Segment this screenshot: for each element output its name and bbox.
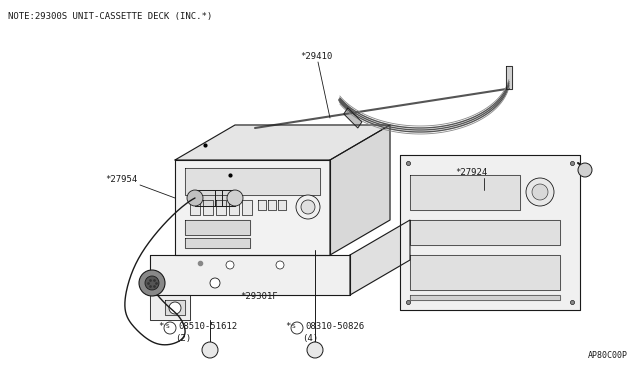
Polygon shape (278, 200, 286, 210)
Text: *29410: *29410 (300, 52, 332, 61)
Circle shape (296, 195, 320, 219)
Polygon shape (268, 200, 276, 210)
Circle shape (227, 190, 243, 206)
Polygon shape (150, 255, 350, 295)
Circle shape (169, 302, 181, 314)
Polygon shape (229, 200, 239, 215)
Polygon shape (330, 125, 390, 255)
Polygon shape (410, 295, 560, 300)
Polygon shape (400, 155, 580, 310)
Polygon shape (150, 295, 190, 320)
Polygon shape (190, 200, 200, 215)
Polygon shape (242, 200, 252, 215)
Circle shape (276, 261, 284, 269)
Polygon shape (165, 300, 185, 315)
Circle shape (187, 190, 203, 206)
Polygon shape (410, 175, 520, 210)
Polygon shape (203, 200, 213, 215)
Text: *29301F: *29301F (240, 292, 278, 301)
Circle shape (307, 342, 323, 358)
Text: 08510-51612: 08510-51612 (178, 322, 237, 331)
Circle shape (210, 278, 220, 288)
Polygon shape (185, 238, 250, 248)
Text: NOTE:29300S UNIT-CASSETTE DECK (INC.*): NOTE:29300S UNIT-CASSETTE DECK (INC.*) (8, 12, 212, 21)
Circle shape (526, 178, 554, 206)
Polygon shape (506, 65, 512, 89)
Text: *27924: *27924 (455, 168, 487, 177)
Text: S: S (292, 324, 296, 329)
Circle shape (202, 342, 218, 358)
Polygon shape (185, 220, 250, 235)
Polygon shape (410, 255, 560, 290)
Text: AP80C00P: AP80C00P (588, 351, 628, 360)
Circle shape (164, 322, 176, 334)
Text: *27954: *27954 (105, 175, 137, 184)
Polygon shape (344, 108, 362, 128)
Circle shape (301, 200, 315, 214)
Circle shape (139, 270, 165, 296)
Text: (2): (2) (175, 334, 191, 343)
Text: S: S (165, 324, 169, 329)
Polygon shape (195, 190, 235, 206)
Polygon shape (185, 168, 320, 195)
Circle shape (226, 261, 234, 269)
Text: *: * (285, 322, 291, 331)
Polygon shape (175, 160, 330, 255)
Text: 08310-50826: 08310-50826 (305, 322, 364, 331)
Circle shape (291, 322, 303, 334)
Polygon shape (350, 220, 410, 295)
Polygon shape (216, 200, 226, 215)
Text: (4): (4) (302, 334, 318, 343)
Circle shape (578, 163, 592, 177)
Polygon shape (175, 125, 390, 160)
Text: *: * (158, 322, 163, 331)
Polygon shape (258, 200, 266, 210)
Circle shape (145, 276, 159, 290)
Polygon shape (410, 220, 560, 245)
Circle shape (532, 184, 548, 200)
